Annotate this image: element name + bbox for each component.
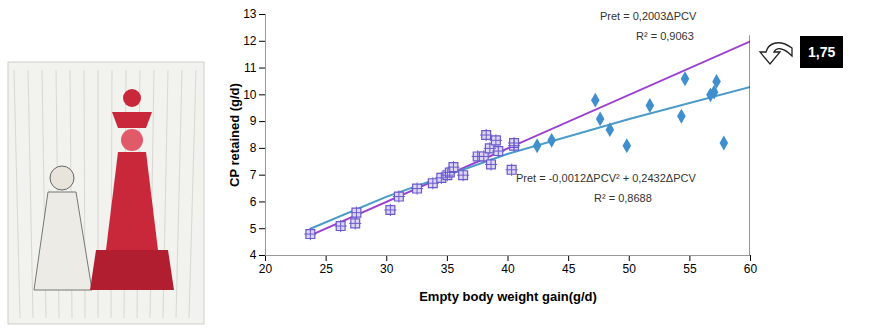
svg-text:55: 55 — [683, 262, 697, 276]
svg-text:5: 5 — [250, 222, 257, 236]
svg-text:25: 25 — [319, 262, 333, 276]
html-text:R² = 0,9063: R² = 0,9063 — [636, 30, 694, 42]
svg-text:50: 50 — [623, 262, 637, 276]
svg-text:11: 11 — [244, 61, 257, 75]
svg-text:12: 12 — [243, 34, 257, 48]
svg-text:40: 40 — [501, 262, 515, 276]
svg-text:20: 20 — [259, 262, 273, 276]
svg-text:9: 9 — [250, 114, 257, 128]
svg-text:45: 45 — [562, 262, 576, 276]
svg-text:35: 35 — [441, 262, 455, 276]
svg-text:Empty body weight gain(g/d): Empty body weight gain(g/d) — [419, 289, 597, 304]
svg-text:30: 30 — [380, 262, 394, 276]
html-text:R² = 0,8688: R² = 0,8688 — [594, 192, 652, 204]
svg-text:10: 10 — [243, 88, 257, 102]
svg-text:13: 13 — [243, 7, 257, 21]
svg-text:4: 4 — [250, 248, 257, 262]
svg-text:60: 60 — [744, 262, 758, 276]
svg-text:8: 8 — [250, 141, 257, 155]
svg-text:6: 6 — [250, 195, 257, 209]
html-text:Pret = -0,0012ΔPCV² + 0,2432ΔP: Pret = -0,0012ΔPCV² + 0,2432ΔPCV — [516, 172, 696, 184]
html-text:1,75: 1,75 — [808, 44, 836, 60]
html-text:Pret = 0,2003ΔPCV: Pret = 0,2003ΔPCV — [600, 10, 697, 22]
svg-text:7: 7 — [250, 168, 257, 182]
svg-text:CP retained (g/d): CP retained (g/d) — [227, 83, 242, 187]
